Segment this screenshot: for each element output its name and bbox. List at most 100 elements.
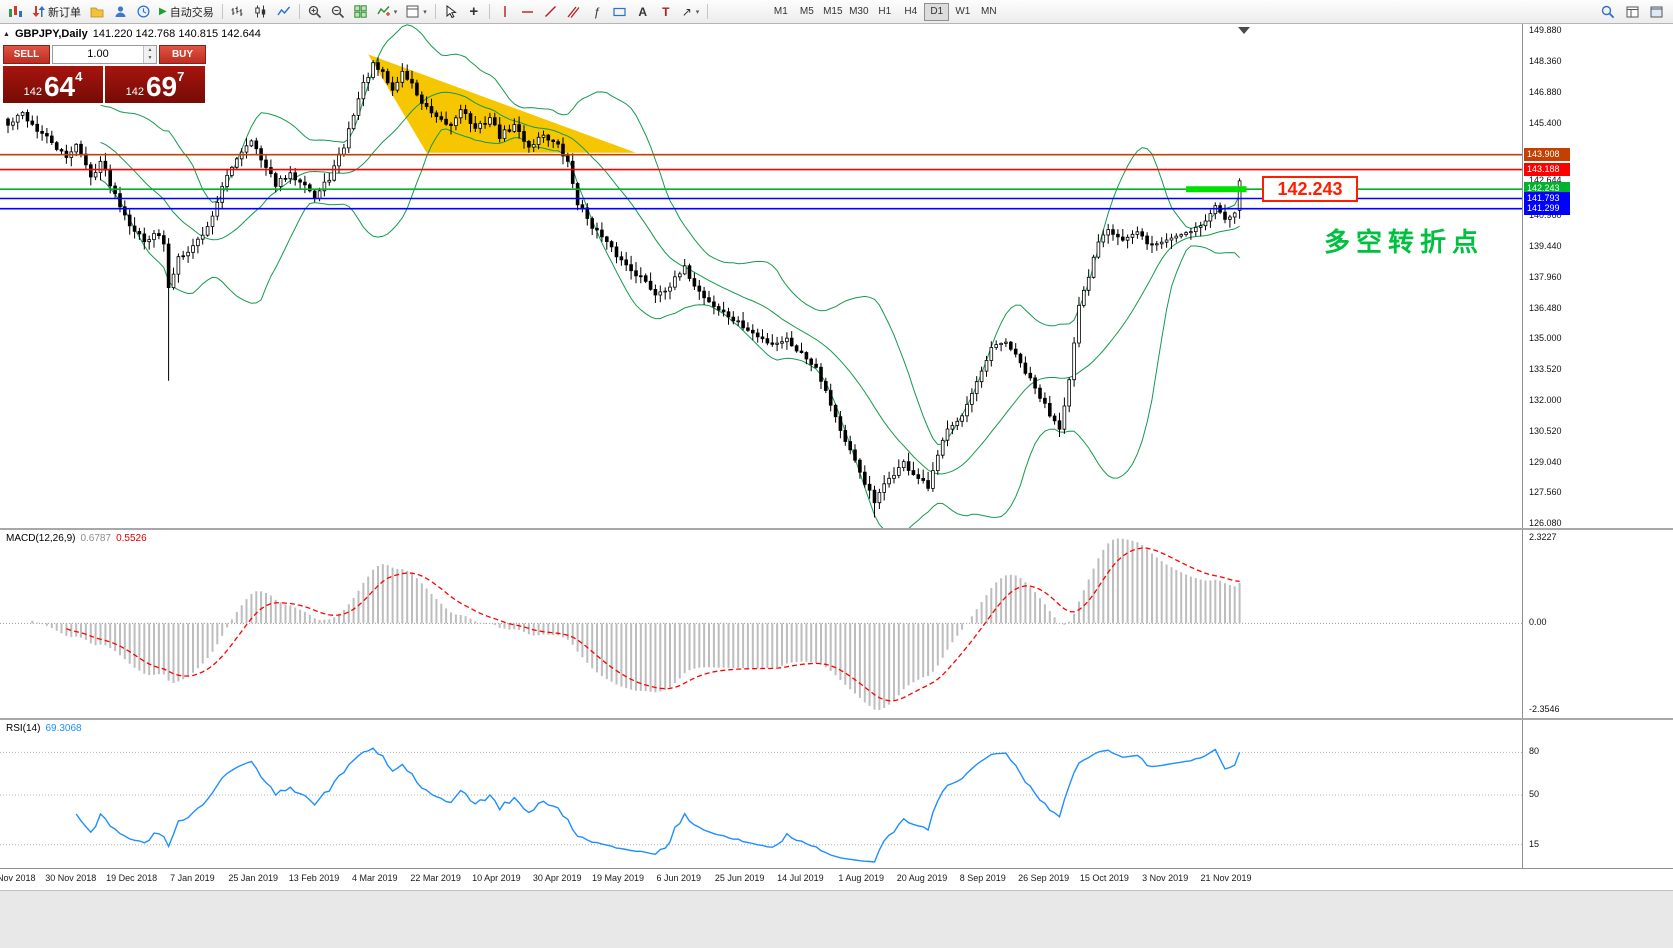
cursor-button[interactable] [440, 2, 462, 22]
time-scale[interactable]: 12 Nov 2018 30 Nov 2018 19 Dec 2018 7 Jan 2… [0, 868, 1673, 890]
zoom-out-button[interactable] [327, 2, 349, 22]
rsi-name: RSI(14) [6, 723, 41, 734]
buy-button[interactable]: BUY [159, 45, 206, 64]
crosshair-button[interactable]: + [463, 2, 485, 22]
toolbar-separator [221, 4, 223, 19]
price-tick-146.880: 146.880 [1529, 87, 1562, 98]
timeframe-m5-button[interactable]: M5 [794, 3, 819, 21]
date-tick-17: 26 Sep 2019 [1018, 873, 1070, 883]
timeframe-h4-button[interactable]: H4 [898, 3, 923, 21]
price-tag-143.908: 143.908 [1524, 147, 1570, 161]
bollinger-lower-band [100, 128, 1240, 528]
volume-spin-buttons: ▲ ▼ [143, 46, 156, 63]
fibonacci-button[interactable]: ƒ [586, 2, 608, 22]
channel-icon [567, 6, 580, 18]
timeframe-w1-button[interactable]: W1 [950, 3, 975, 21]
trendline-button[interactable] [540, 2, 562, 22]
date-tick-2: 19 Dec 2018 [106, 873, 158, 883]
volume-up-button[interactable]: ▲ [144, 46, 156, 55]
timeframe-m15-button[interactable]: M15 [820, 3, 845, 21]
panel-collapse-icon[interactable]: ▲ [3, 30, 10, 38]
price-tick-140.960: 140.960 [1529, 209, 1562, 220]
macd-value-main: 0.6787 [80, 533, 112, 544]
profile-button[interactable] [109, 2, 131, 22]
timeframe-d1-button[interactable]: D1 [924, 2, 950, 21]
rsi-tick-15: 15 [1529, 838, 1540, 849]
channel-button[interactable] [563, 2, 585, 22]
autotrading-button[interactable]: ▶ 自动交易 [155, 2, 218, 22]
zoom-in-button[interactable] [304, 2, 326, 22]
chart-ohlc-values: 141.220 142.768 140.815 142.644 [92, 28, 261, 40]
chevron-down-icon: ▾ [393, 8, 398, 16]
shapes-icon [613, 7, 626, 16]
date-tick-5: 13 Feb 2019 [288, 873, 340, 883]
arrows-button[interactable]: ↗ ▾ [678, 2, 704, 22]
templates-icon [406, 5, 419, 18]
cursor-icon [446, 5, 457, 18]
main-chart-canvas[interactable] [0, 24, 1522, 528]
volume-down-button[interactable]: ▼ [144, 54, 156, 63]
sell-button[interactable]: SELL [3, 45, 50, 64]
highlight-segment[interactable] [1186, 186, 1247, 193]
chart-shift-marker[interactable] [1238, 27, 1250, 34]
ask-pip-digit: 7 [177, 69, 185, 84]
text-button[interactable]: A [632, 2, 654, 22]
macd-panel-canvas[interactable] [0, 530, 1522, 718]
price-scale[interactable]: 149.880 148.360 146.880 145.400 140.960 139.4… [1522, 24, 1673, 868]
chevron-down-icon: ▾ [423, 8, 427, 16]
tile-windows-button[interactable] [350, 2, 372, 22]
toolbar-separator [434, 4, 436, 19]
candlestick-chart-icon [255, 5, 266, 18]
data-window-icon [1626, 6, 1638, 17]
candlestick-chart-button[interactable] [250, 2, 272, 22]
bid-prefix: 142 [23, 86, 42, 98]
chart-symbol-label: GBPJPY,Daily [14, 28, 88, 40]
new-chart-icon [9, 5, 22, 17]
timeframe-m30-button[interactable]: M30 [846, 3, 871, 21]
templates-button[interactable]: ▾ [402, 2, 431, 22]
ask-prefix: 142 [125, 86, 144, 98]
label-button[interactable]: T [655, 2, 677, 22]
timeframe-m1-button[interactable]: M1 [768, 3, 793, 21]
toolbar-separator [707, 4, 709, 19]
vertical-line-button[interactable] [494, 2, 516, 22]
line-chart-button[interactable] [273, 2, 295, 22]
rsi-tick-80: 80 [1529, 746, 1540, 757]
triangle-pattern-drawing[interactable] [368, 54, 636, 153]
bar-chart-button[interactable] [227, 2, 249, 22]
indicators-button[interactable]: ▾ [373, 2, 402, 22]
macd-signal-line [66, 547, 1240, 702]
volume-spinner[interactable]: 1.00 ▲ ▼ [52, 45, 157, 64]
panel-splitter[interactable] [0, 528, 1673, 530]
text-icon: A [638, 4, 648, 19]
timeframe-mn-button[interactable]: MN [976, 3, 1001, 21]
main-toolbar: 新订单 ▶ 自动交易 [0, 0, 1673, 24]
bid-price-box[interactable]: 142 64 4 [3, 66, 103, 103]
macd-tick--2.3546: -2.3546 [1529, 704, 1560, 714]
crosshair-icon: + [469, 2, 479, 20]
ask-price-box[interactable]: 142 69 7 [105, 66, 205, 103]
trade-panel-prices: 142 64 4 142 69 7 [3, 66, 206, 103]
date-tick-1: 30 Nov 2018 [45, 873, 97, 883]
new-chart-button[interactable] [4, 2, 27, 22]
bar-chart-icon [231, 6, 243, 16]
fullscreen-button[interactable] [1645, 2, 1667, 22]
new-order-button[interactable]: 新订单 [28, 2, 85, 22]
rsi-panel-canvas[interactable] [0, 720, 1522, 868]
new-order-icon [32, 6, 45, 17]
data-window-button[interactable] [1621, 2, 1643, 22]
history-button[interactable] [132, 2, 154, 22]
volume-value[interactable]: 1.00 [87, 48, 109, 60]
price-callout-label[interactable]: 142.243 [1262, 176, 1358, 202]
timeframe-h1-button[interactable]: H1 [872, 3, 897, 21]
horizontal-line-button[interactable] [517, 2, 539, 22]
zoom-out-icon [331, 5, 344, 18]
folder-button[interactable] [86, 2, 108, 22]
date-tick-15: 20 Aug 2019 [896, 873, 948, 883]
panel-splitter[interactable] [0, 718, 1673, 720]
search-button[interactable] [1597, 2, 1619, 22]
shapes-button[interactable] [609, 2, 631, 22]
chevron-down-icon: ▾ [695, 8, 700, 16]
price-tick-133.520: 133.520 [1529, 363, 1562, 374]
price-tick-136.480: 136.480 [1529, 302, 1562, 313]
